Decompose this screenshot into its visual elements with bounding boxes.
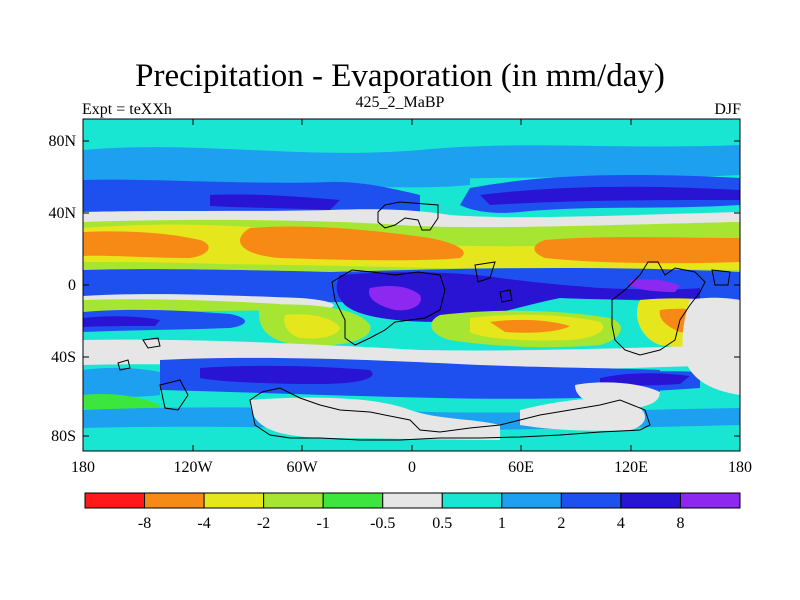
colorbar-label: -4	[197, 515, 210, 532]
coastline-antarctica	[249, 387, 651, 441]
colorbar-swatch	[441, 492, 503, 509]
south-indian-neutral	[575, 382, 660, 409]
y-tick-label: 40S	[51, 349, 76, 366]
south-indian-storm-core	[600, 373, 690, 386]
y-tick-label: 80N	[48, 133, 76, 150]
colorbar-label: -0.5	[370, 515, 395, 532]
dry-zone-central-pacific	[83, 231, 209, 258]
coastline-outlines	[117, 201, 731, 441]
x-tick-label: 180	[728, 459, 752, 476]
period-label: 425_2_MaBP	[355, 94, 445, 111]
australia-neutral	[682, 297, 740, 395]
colorbar-swatch	[560, 492, 622, 509]
colorbar-swatch	[679, 492, 741, 509]
pacific-storm-core	[210, 194, 340, 210]
colorbar-label: -2	[257, 515, 270, 532]
colorbar-label: 2	[557, 515, 565, 532]
antarctica-interior	[250, 397, 500, 440]
dry-zone-atlantic-africa	[240, 226, 464, 261]
coastline-islands-east	[711, 269, 731, 286]
y-tick-label: 0	[68, 277, 76, 294]
southern-storm-west	[83, 367, 160, 398]
plot-title: Precipitation - Evaporation (in mm/day)	[135, 58, 665, 94]
colorbar-label: 8	[676, 515, 684, 532]
north-storm-core	[480, 186, 740, 205]
colorbar-swatch	[144, 492, 205, 509]
max-precip-atlantic	[368, 286, 421, 311]
coastline-arabia	[474, 261, 496, 283]
colorbar-labels: -8 -4 -2 -1 -0.5 0.5 1 2 4 8	[138, 515, 685, 532]
colorbar-swatch	[263, 492, 324, 509]
x-tick-label: 180	[71, 459, 95, 476]
colorbar-swatch	[203, 492, 265, 509]
colorbar	[84, 492, 741, 509]
y-tick-label: 40N	[48, 205, 76, 222]
south-pacific-convergence	[83, 309, 245, 332]
dry-zone-asia	[534, 237, 740, 264]
colorbar-label: -1	[317, 515, 330, 532]
x-tick-label: 60E	[508, 459, 534, 476]
precip-evap-field	[83, 119, 740, 451]
colorbar-label: 1	[498, 515, 506, 532]
colorbar-swatch	[382, 492, 443, 509]
experiment-label: Expt = teXXh	[82, 101, 172, 118]
south-atlantic-yellow	[284, 314, 340, 339]
colorbar-swatch	[84, 492, 146, 509]
southern-storm-core	[200, 365, 373, 384]
max-precip-west-pacific	[630, 279, 680, 292]
coastline-asia-australia	[611, 261, 706, 356]
deep-convection-core	[336, 272, 700, 322]
spcz-core	[83, 316, 160, 327]
colorbar-label: 4	[617, 515, 625, 532]
colorbar-label: 0.5	[432, 515, 452, 532]
colorbar-swatch	[620, 492, 681, 509]
coastline-madagascar	[499, 289, 513, 303]
y-axis-labels: 80N 40N 0 40S 80S	[48, 133, 76, 445]
tick-marks	[82, 119, 741, 451]
colorbar-swatch	[501, 492, 562, 509]
south-indian-dry	[490, 319, 570, 333]
x-tick-label: 0	[408, 459, 416, 476]
coastline-africa	[331, 269, 446, 346]
coastline-island-1	[142, 337, 161, 349]
x-axis-labels: 180 120W 60W 0 60E 120E 180	[71, 459, 752, 476]
coastline-island-3	[117, 359, 131, 371]
colorbar-swatch	[322, 492, 384, 509]
x-tick-label: 120W	[173, 459, 213, 476]
colorbar-label: -8	[138, 515, 151, 532]
coastline-europe	[377, 201, 439, 231]
season-label: DJF	[714, 101, 741, 118]
x-tick-label: 60W	[286, 459, 318, 476]
x-tick-label: 120E	[614, 459, 648, 476]
y-tick-label: 80S	[51, 428, 76, 445]
coastline-island-2	[159, 379, 189, 411]
